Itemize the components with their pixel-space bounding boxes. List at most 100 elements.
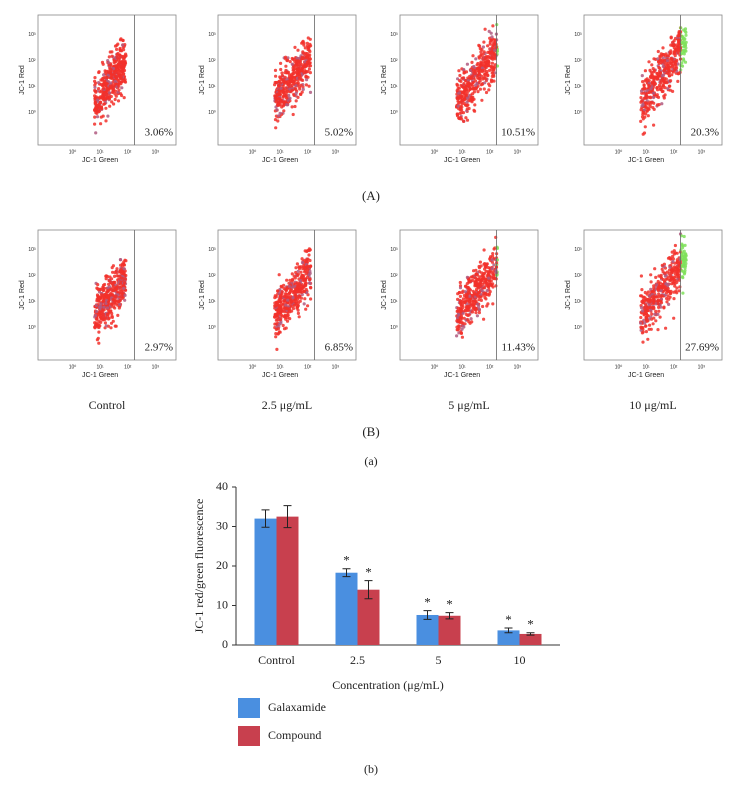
event-dot bbox=[280, 74, 284, 78]
event-dot bbox=[279, 284, 283, 288]
bar bbox=[357, 589, 380, 645]
event-dot bbox=[482, 291, 486, 295]
axis-label: JC-1 Red bbox=[381, 280, 388, 310]
event-dot bbox=[490, 266, 494, 271]
event-dot bbox=[306, 268, 310, 272]
event-dot bbox=[288, 60, 292, 64]
event-dot bbox=[278, 76, 283, 80]
bar bbox=[335, 572, 358, 645]
event-dot bbox=[107, 300, 111, 304]
event-dot bbox=[643, 296, 647, 300]
event-dot bbox=[290, 105, 294, 109]
event-dot bbox=[639, 315, 643, 320]
bar bbox=[416, 614, 439, 645]
event-dot bbox=[299, 270, 303, 274]
event-dot bbox=[100, 293, 104, 297]
row-label: (B) bbox=[362, 424, 379, 439]
event-dot bbox=[283, 75, 287, 79]
event-dot bbox=[669, 62, 674, 66]
event-dot bbox=[677, 289, 681, 293]
event-dot bbox=[122, 286, 126, 290]
event-dot bbox=[677, 34, 681, 38]
event-dot bbox=[113, 64, 117, 68]
event-dot bbox=[490, 61, 494, 65]
event-dot bbox=[275, 300, 279, 304]
event-dot bbox=[642, 86, 647, 90]
error-bar bbox=[423, 610, 432, 620]
event-dot bbox=[495, 245, 499, 249]
event-dot bbox=[95, 310, 99, 314]
event-dot bbox=[110, 266, 114, 270]
event-dot bbox=[646, 297, 650, 301]
event-dot bbox=[472, 269, 476, 273]
event-dot bbox=[663, 62, 667, 66]
event-dot bbox=[680, 275, 685, 279]
event-dot bbox=[104, 93, 108, 97]
event-dot bbox=[121, 54, 125, 59]
event-dot bbox=[492, 56, 496, 60]
event-dot bbox=[466, 96, 470, 100]
event-dot bbox=[473, 72, 477, 76]
event-dot bbox=[675, 286, 679, 290]
event-dot bbox=[478, 284, 482, 288]
event-dot bbox=[100, 296, 104, 300]
event-dot bbox=[102, 86, 106, 90]
error-bar bbox=[342, 568, 351, 578]
event-dot bbox=[466, 318, 470, 322]
plot-frame bbox=[399, 14, 539, 146]
event-dot bbox=[669, 36, 673, 40]
event-dot bbox=[649, 287, 653, 291]
event-dot bbox=[285, 58, 290, 62]
gate-percent: 10.51% bbox=[501, 127, 535, 139]
event-dot bbox=[118, 299, 122, 303]
event-dot bbox=[672, 43, 676, 48]
event-dot bbox=[640, 326, 644, 330]
event-dot bbox=[469, 303, 473, 307]
event-dot bbox=[677, 31, 681, 35]
event-dot bbox=[464, 284, 468, 288]
event-dot bbox=[298, 290, 302, 294]
event-dot bbox=[461, 303, 465, 307]
tick-label: 10⁰ bbox=[249, 364, 257, 370]
event-dot bbox=[292, 82, 296, 86]
y-axis-label: JC-1 red/green fluorescence bbox=[192, 499, 206, 634]
event-dot bbox=[675, 251, 679, 255]
event-dot bbox=[490, 258, 494, 262]
event-dot bbox=[298, 59, 303, 64]
event-dot bbox=[107, 55, 111, 59]
event-dot bbox=[280, 302, 284, 306]
gate-percent: 3.06% bbox=[145, 127, 173, 139]
event-dot bbox=[469, 317, 473, 321]
event-dot bbox=[110, 50, 114, 54]
event-dot bbox=[656, 60, 661, 64]
event-dot bbox=[273, 68, 278, 72]
event-dot bbox=[287, 292, 291, 296]
event-dot bbox=[284, 64, 288, 68]
event-dot bbox=[282, 283, 286, 287]
event-dot bbox=[464, 296, 468, 300]
event-dot bbox=[643, 108, 647, 112]
event-dot bbox=[113, 92, 117, 96]
event-dot bbox=[101, 97, 105, 101]
event-dot bbox=[642, 83, 646, 87]
event-dot bbox=[646, 319, 650, 323]
event-dot bbox=[111, 282, 115, 286]
event-dot bbox=[474, 273, 478, 277]
event-dot bbox=[298, 294, 302, 298]
tick-label: 10² bbox=[304, 364, 312, 370]
event-dot bbox=[477, 56, 481, 60]
event-dot bbox=[460, 290, 464, 295]
event-dot bbox=[464, 116, 468, 120]
event-dot bbox=[646, 106, 650, 110]
event-dot bbox=[104, 81, 109, 85]
event-dot bbox=[673, 282, 677, 286]
event-dot bbox=[105, 76, 109, 80]
y-tick-label: 30 bbox=[216, 518, 228, 532]
event-dot bbox=[485, 293, 489, 297]
event-dot bbox=[296, 311, 300, 315]
event-dot bbox=[658, 315, 662, 319]
event-dot bbox=[118, 258, 123, 262]
tick-label: 10² bbox=[208, 273, 216, 279]
event-dot bbox=[295, 305, 299, 309]
y-tick-label: 10 bbox=[216, 597, 228, 611]
